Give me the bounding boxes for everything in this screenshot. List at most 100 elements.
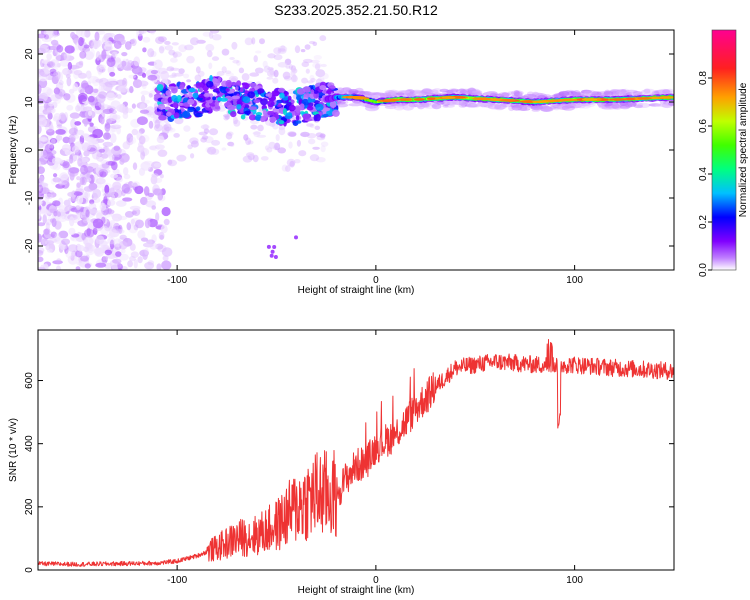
- spectral-blob: [289, 160, 295, 168]
- spectral-blob: [76, 176, 81, 181]
- spectral-blob: [156, 90, 160, 95]
- spectral-blob: [157, 149, 168, 157]
- spectral-blob: [257, 88, 265, 94]
- spectral-blob: [76, 205, 81, 210]
- spectral-blob: [129, 205, 141, 211]
- spectral-blob: [112, 181, 122, 191]
- spectral-blob: [114, 189, 123, 198]
- spectral-blob: [53, 87, 61, 95]
- spectral-blob: [238, 67, 245, 74]
- spectral-blob: [109, 71, 116, 77]
- spectral-blob: [173, 112, 180, 119]
- spectral-blob: [309, 154, 320, 162]
- spectral-blob: [394, 105, 405, 111]
- spectral-blob: [233, 82, 241, 86]
- spectral-blob: [70, 255, 75, 261]
- spectral-blob: [172, 51, 183, 58]
- spectral-blob: [147, 48, 155, 58]
- spectral-blob: [487, 104, 502, 110]
- spectral-blob: [154, 119, 161, 129]
- spectral-blob: [332, 109, 340, 117]
- spectral-blob: [572, 90, 581, 96]
- spectral-blob: [157, 67, 168, 74]
- spectral-blob: [208, 62, 213, 70]
- spectral-blob: [228, 93, 235, 97]
- spectral-blob: [346, 96, 366, 99]
- spectral-blob: [118, 103, 126, 113]
- spectral-blob: [110, 125, 117, 133]
- spectral-blob: [128, 74, 136, 79]
- spectral-blob: [61, 144, 72, 152]
- spectral-blob: [294, 159, 301, 164]
- spectral-blob: [102, 256, 109, 261]
- spectral-blob: [102, 108, 113, 115]
- spectral-blob: [170, 57, 178, 63]
- spectral-blob: [56, 71, 61, 80]
- spectral-blob: [288, 105, 296, 112]
- spectral-blob: [43, 228, 50, 235]
- spectral-blob: [83, 166, 95, 173]
- spectral-blob: [110, 100, 121, 110]
- spectral-blob: [195, 82, 204, 89]
- spectral-blob: [619, 104, 630, 108]
- spectral-blob: [52, 177, 61, 183]
- spectral-blob: [74, 141, 84, 151]
- spectral-blob: [121, 52, 128, 57]
- spectral-blob: [190, 140, 199, 148]
- spectral-blob: [53, 173, 58, 178]
- spectral-blob: [269, 253, 274, 258]
- spectral-blob: [315, 69, 326, 78]
- spectral-blob: [77, 220, 88, 227]
- spectral-blob: [159, 174, 164, 179]
- colorbar-tick-label: 0.2: [698, 215, 709, 229]
- spectral-blob: [38, 267, 46, 270]
- spectral-blob: [143, 160, 153, 165]
- spectral-blob: [41, 37, 52, 43]
- colorbar-gradient: [712, 30, 736, 270]
- snr-x-axis-label: Height of straight line (km): [298, 585, 415, 596]
- spectral-blob: [396, 92, 405, 96]
- spectral-blob: [254, 67, 264, 74]
- spectral-blob: [55, 135, 63, 141]
- spectral-blob: [46, 128, 55, 136]
- spectral-blob: [314, 63, 321, 71]
- spectral-blob: [109, 239, 115, 250]
- spectral-blob: [161, 78, 167, 83]
- spectral-blob: [302, 86, 311, 93]
- spectral-blob: [442, 104, 449, 108]
- spectral-blob: [151, 205, 156, 210]
- spectral-blob: [54, 91, 64, 99]
- spectral-blob: [319, 35, 327, 42]
- spectral-blob: [38, 209, 41, 220]
- spectral-blob: [53, 113, 61, 121]
- spectral-blob: [253, 99, 261, 104]
- spectrogram-y-ticks: 20 10 0 -10 -20: [24, 48, 674, 253]
- spectral-blob: [315, 103, 324, 112]
- spectral-blob: [147, 74, 158, 81]
- spectral-blob: [101, 163, 110, 169]
- spectral-blob: [150, 69, 158, 75]
- spectral-blob: [38, 184, 44, 194]
- spectral-blob: [72, 217, 80, 224]
- spectral-blob: [58, 205, 70, 213]
- spectral-blob: [157, 103, 166, 110]
- spectral-blob: [119, 234, 127, 240]
- spectral-blob: [262, 60, 268, 68]
- spectral-blob: [225, 87, 230, 92]
- spectral-blob: [458, 100, 466, 106]
- spectral-blob: [153, 162, 162, 168]
- spectral-blob: [56, 216, 68, 223]
- spectral-blob: [116, 176, 123, 183]
- spectral-blob: [121, 248, 126, 254]
- spectral-blob: [627, 101, 637, 107]
- x-tick-label: 100: [566, 575, 583, 586]
- spectral-blob: [251, 37, 256, 45]
- spectral-blob: [110, 109, 117, 114]
- spectral-blob: [119, 253, 129, 261]
- spectral-blob: [616, 90, 628, 95]
- spectral-blob: [99, 202, 107, 211]
- spectral-blob: [38, 246, 45, 254]
- y-tick-label: 0: [24, 147, 35, 153]
- spectral-blob: [83, 142, 92, 151]
- spectral-blob: [260, 156, 269, 161]
